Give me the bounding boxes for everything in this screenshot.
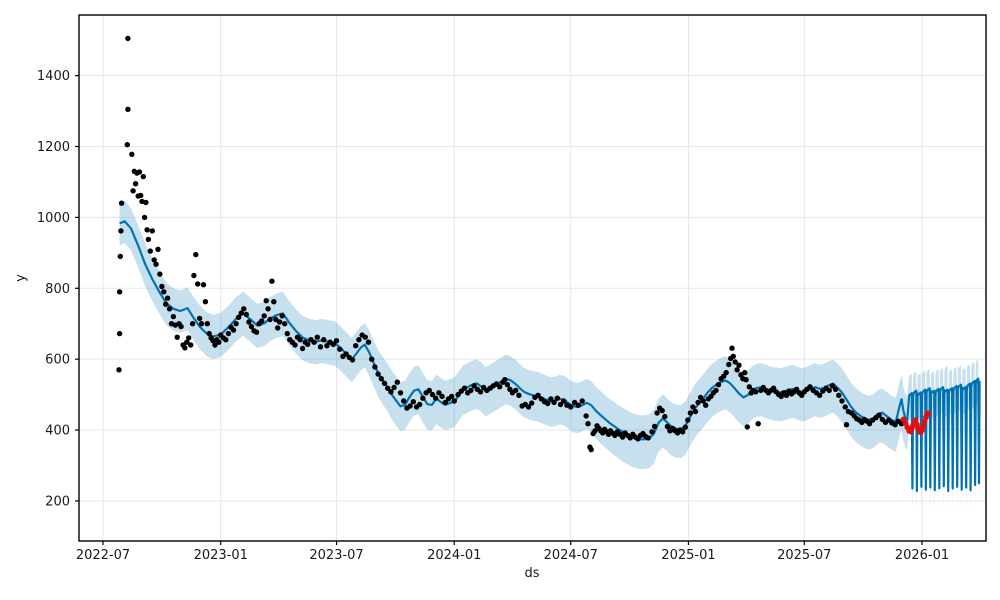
x-tick-label: 2025-01 [661, 548, 715, 563]
y-tick-label: 800 [45, 282, 70, 297]
x-tick-label: 2025-07 [777, 548, 831, 563]
x-tick-label: 2023-01 [194, 548, 248, 563]
y-tick-label: 1000 [37, 211, 70, 226]
y-tick-label: 600 [45, 353, 70, 368]
plot-border [78, 14, 987, 542]
x-tick-label: 2024-01 [427, 548, 481, 563]
y-tick-label: 400 [45, 424, 70, 439]
uncertainty-band [119, 200, 980, 517]
grid-lines [79, 15, 986, 541]
y-axis-ticks: 200 400 600 800 1000 1200 1400 [37, 69, 79, 509]
trend-line [119, 220, 981, 493]
x-tick-label: 2022-07 [76, 548, 130, 563]
anomaly-points [900, 410, 932, 436]
y-tick-label: 1400 [37, 69, 70, 84]
x-axis-ticks: 2022-07 2023-01 2023-07 2024-01 2024-07 2025-… [76, 541, 949, 563]
x-tick-label: 2023-07 [309, 548, 363, 563]
y-tick-label: 200 [45, 494, 70, 509]
x-tick-label: 2024-07 [544, 548, 598, 563]
x-tick-label: 2026-01 [895, 548, 949, 563]
y-tick-label: 1200 [37, 140, 70, 155]
x-axis-label: ds [524, 566, 540, 581]
y-axis-label: y [13, 274, 29, 282]
observed-points [116, 35, 905, 453]
